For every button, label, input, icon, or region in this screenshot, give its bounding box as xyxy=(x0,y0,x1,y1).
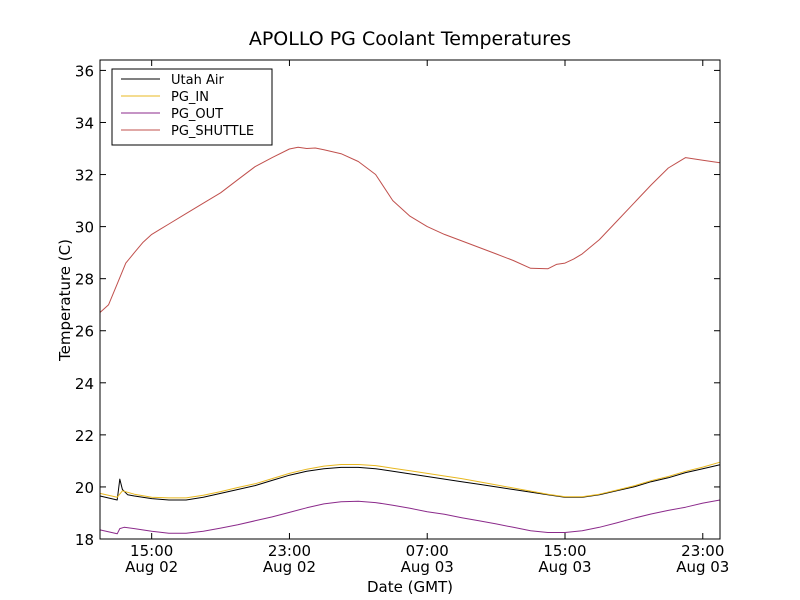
chart-title: APOLLO PG Coolant Temperatures xyxy=(249,28,571,50)
series-line-utah-air xyxy=(99,464,721,501)
legend-label: Utah Air xyxy=(171,73,224,88)
y-tick-label: 36 xyxy=(75,62,94,80)
y-tick-label: 32 xyxy=(75,167,94,185)
plot-frame xyxy=(99,59,721,540)
series-layer xyxy=(99,146,721,535)
x-tick-date-label: Aug 02 xyxy=(263,558,316,576)
y-tick-label: 18 xyxy=(75,531,94,549)
y-tick-label: 22 xyxy=(75,427,94,445)
series-line-pg-shuttle xyxy=(99,146,721,313)
x-tick-date-label: Aug 02 xyxy=(125,558,178,576)
series-line-pg-in xyxy=(99,461,721,499)
y-tick-label: 26 xyxy=(75,323,94,341)
x-tick-time-label: 23:00 xyxy=(681,542,724,560)
y-tick-label: 28 xyxy=(75,271,94,289)
legend-label: PG_SHUTTLE xyxy=(171,124,254,139)
x-tick-time-label: 07:00 xyxy=(406,542,449,560)
y-tick-label: 30 xyxy=(75,219,94,237)
legend: Utah Air PG_IN PG_OUT PG_SHUTTLE xyxy=(111,68,273,146)
x-tick-time-label: 15:00 xyxy=(130,542,173,560)
x-tick-time-label: 15:00 xyxy=(543,542,586,560)
x-tick-date-label: Aug 03 xyxy=(676,558,729,576)
legend-label: PG_IN xyxy=(171,90,209,105)
y-tick-label: 34 xyxy=(75,114,94,132)
x-axis-label: Date (GMT) xyxy=(367,578,453,596)
y-tick-label: 20 xyxy=(75,479,94,497)
series-line-pg-out xyxy=(99,499,721,535)
y-axis-label: Temperature (C) xyxy=(56,239,74,362)
x-tick-date-label: Aug 03 xyxy=(401,558,454,576)
x-tick-time-label: 23:00 xyxy=(268,542,311,560)
y-tick-label: 24 xyxy=(75,375,94,393)
legend-box xyxy=(111,68,273,146)
legend-label: PG_OUT xyxy=(171,107,223,122)
x-tick-date-label: Aug 03 xyxy=(538,558,591,576)
